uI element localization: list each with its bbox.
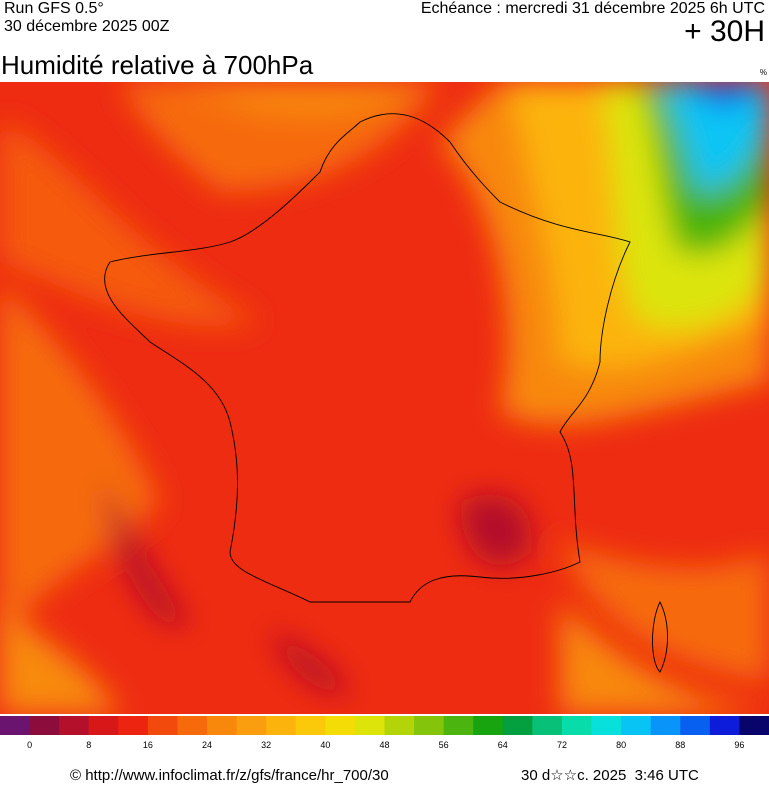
scale-swatch (207, 716, 238, 735)
lead-time: + 30H (684, 15, 765, 48)
scale-swatch (621, 716, 652, 735)
scale-tick-label: 64 (498, 740, 508, 750)
forecast-time: Echéance : mercredi 31 décembre 2025 6h … (420, 0, 765, 17)
scale-swatch (591, 716, 622, 735)
scale-swatch (29, 716, 60, 735)
scale-swatch (118, 716, 149, 735)
scale-tick-label: 88 (675, 740, 685, 750)
scale-swatch (414, 716, 445, 735)
scale-tick-label: 80 (616, 740, 626, 750)
scale-swatch (473, 716, 504, 735)
scale-swatch (354, 716, 385, 735)
scale-swatch (680, 716, 711, 735)
run-label: Run GFS 0.5° (4, 0, 104, 17)
scale-swatch (739, 716, 769, 735)
unit: % (759, 68, 767, 77)
scale-tick-label: 0 (27, 740, 32, 750)
humidity-field (0, 82, 769, 714)
scale-swatch (384, 716, 415, 735)
scale-swatch (561, 716, 593, 735)
scale-tick-label: 56 (439, 740, 449, 750)
scale-tick-label: 8 (86, 740, 91, 750)
scale-swatch (147, 716, 178, 735)
run-date: 30 décembre 2025 00Z (4, 18, 170, 35)
scale-swatch (650, 716, 681, 735)
scale-swatch (709, 716, 740, 735)
map (0, 82, 769, 714)
scale-swatch (325, 716, 356, 735)
scale-tick-label: 24 (202, 740, 212, 750)
scale-swatch (177, 716, 208, 735)
scale-tick-label: 32 (261, 740, 271, 750)
scale-swatch (88, 716, 119, 735)
scale-swatch (266, 716, 297, 735)
scale-tick-label: 96 (734, 740, 744, 750)
color-scale: 0 8 16 24 32 40 48 56 64 72 80 88 96 (0, 716, 769, 750)
scale-tick-label: 40 (320, 740, 330, 750)
scale-swatch (443, 716, 474, 735)
source: © http://www.infoclimat.fr/z/gfs/france/… (70, 767, 389, 784)
scale-tick-label: 16 (143, 740, 153, 750)
scale-swatch (532, 716, 563, 735)
scale-tick-label: 48 (379, 740, 389, 750)
scale-swatch (295, 716, 326, 735)
timestamp: 30 d☆☆c. 2025 3:46 UTC (521, 767, 699, 784)
coastline (104, 113, 668, 673)
scale-swatch (59, 716, 90, 735)
scale-swatch (0, 716, 31, 735)
scale-swatch (502, 716, 533, 735)
map-title: Humidité relative à 700hPa (1, 50, 314, 80)
scale-swatch (236, 716, 267, 735)
scale-tick-label: 72 (557, 740, 567, 750)
